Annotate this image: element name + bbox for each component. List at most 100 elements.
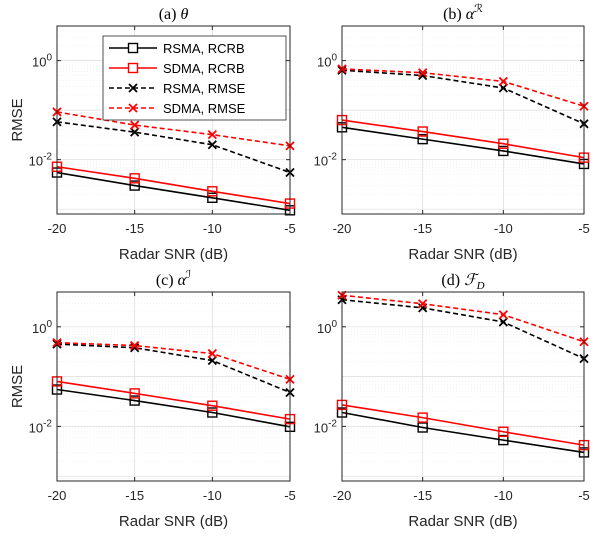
data-point bbox=[207, 186, 218, 197]
data-point bbox=[418, 299, 428, 309]
legend-marker bbox=[127, 42, 139, 54]
chart-panel-4: -20 -15 -10 -5 100 10-2 Radar SNR (dB) (d) ℱD bbox=[314, 272, 590, 530]
chart-title: (d) ℱD bbox=[441, 272, 484, 292]
x-tick-label: -10 bbox=[203, 221, 222, 236]
y-tick-label: 100 bbox=[32, 319, 52, 336]
series-line bbox=[341, 119, 585, 159]
x-tick-label: -5 bbox=[284, 488, 296, 503]
y-tick-label: 100 bbox=[317, 53, 337, 70]
chart-title: (b) αℛ bbox=[443, 3, 483, 23]
legend-label: SDMA, RMSE bbox=[163, 101, 246, 116]
legend-marker bbox=[128, 103, 138, 113]
x-tick-label: -5 bbox=[578, 488, 590, 503]
legend-label: RSMA, RMSE bbox=[163, 81, 246, 96]
data-point bbox=[207, 348, 217, 359]
x-tick-label: -5 bbox=[578, 221, 590, 236]
legend-marker bbox=[128, 83, 138, 93]
axes-frame bbox=[341, 291, 585, 482]
legend-entry: RSMA, RCRB bbox=[109, 41, 245, 56]
x-tick-label: -10 bbox=[494, 488, 513, 503]
x-tick-label: -15 bbox=[413, 488, 432, 503]
x-tick-label: -20 bbox=[48, 221, 67, 236]
series-line bbox=[56, 111, 291, 147]
series-4 bbox=[337, 64, 589, 111]
x-tick-label: -15 bbox=[125, 488, 144, 503]
data-point bbox=[129, 395, 140, 406]
series-line bbox=[56, 341, 291, 381]
plot-area bbox=[342, 292, 584, 481]
data-point bbox=[498, 138, 509, 149]
data-point bbox=[130, 340, 140, 351]
series-line bbox=[341, 69, 585, 125]
series-line bbox=[56, 165, 291, 205]
data-point bbox=[207, 130, 217, 140]
data-point bbox=[418, 68, 428, 78]
legend-marker bbox=[127, 62, 139, 74]
data-point bbox=[207, 355, 217, 366]
data-point bbox=[498, 310, 508, 320]
data-point bbox=[498, 76, 508, 87]
x-tick-label: -10 bbox=[494, 221, 513, 236]
series-line bbox=[341, 298, 585, 360]
data-point bbox=[417, 133, 428, 145]
data-point bbox=[498, 145, 509, 157]
chart-panel-1: -20 -15 -10 -5 100 10-2 Radar SNR (dB) RMSE (a) … bbox=[9, 6, 296, 263]
legend-entry: RSMA, RMSE bbox=[109, 81, 246, 96]
series-line bbox=[341, 68, 585, 107]
chart-panel-2: -20 -15 -10 -5 100 10-2 Radar SNR (dB) (b) αℛ bbox=[314, 3, 590, 263]
plot-area bbox=[342, 26, 584, 214]
data-point bbox=[498, 426, 509, 437]
chart-panel-3: -20 -15 -10 -5 100 10-2 Radar SNR (dB) RMSE (c) … bbox=[9, 269, 296, 530]
legend-label: RSMA, RCRB bbox=[163, 41, 245, 56]
data-point bbox=[207, 192, 218, 203]
plot-area bbox=[57, 292, 290, 481]
data-point bbox=[130, 120, 140, 130]
chart-title: (c) αℐ bbox=[156, 269, 191, 289]
data-point bbox=[130, 127, 140, 137]
x-axis-label: Radar SNR (dB) bbox=[408, 246, 517, 263]
data-point bbox=[129, 388, 140, 399]
y-tick-label: 10-2 bbox=[314, 152, 338, 169]
axes-frame bbox=[56, 291, 291, 482]
data-point bbox=[417, 126, 428, 137]
x-tick-label: -20 bbox=[48, 488, 67, 503]
series-line bbox=[56, 388, 291, 428]
series-line bbox=[341, 294, 585, 343]
x-tick-label: -20 bbox=[333, 488, 352, 503]
y-tick-label: 100 bbox=[317, 319, 337, 336]
y-axis-label: RMSE bbox=[9, 365, 26, 408]
data-point bbox=[129, 180, 140, 191]
series-line bbox=[341, 404, 585, 446]
chart-title: (a) θ bbox=[159, 6, 189, 23]
data-point bbox=[207, 400, 218, 411]
y-tick-label: 100 bbox=[32, 53, 52, 70]
series-line bbox=[341, 126, 585, 165]
data-point bbox=[129, 173, 140, 184]
legend: RSMA, RCRB SDMA, RCRB RSMA, RMSE SDMA, RMSE bbox=[102, 35, 287, 121]
x-tick-label: -5 bbox=[284, 221, 296, 236]
y-axis-label: RMSE bbox=[9, 98, 26, 141]
x-tick-label: -15 bbox=[413, 221, 432, 236]
x-tick-label: -15 bbox=[125, 221, 144, 236]
y-tick-label: 10-2 bbox=[314, 418, 338, 435]
data-point bbox=[417, 422, 428, 433]
axes-frame bbox=[341, 25, 585, 215]
axes-frame bbox=[56, 25, 291, 215]
x-tick-label: -10 bbox=[203, 488, 222, 503]
series-2 bbox=[51, 376, 296, 425]
series-line bbox=[56, 380, 291, 420]
y-tick-label: 10-2 bbox=[29, 152, 53, 169]
legend-label: SDMA, RCRB bbox=[163, 61, 245, 76]
y-tick-label: 10-2 bbox=[29, 418, 53, 435]
x-axis-label: Radar SNR (dB) bbox=[119, 513, 228, 530]
series-line bbox=[56, 171, 291, 212]
data-point bbox=[498, 317, 508, 327]
x-axis-label: Radar SNR (dB) bbox=[119, 246, 228, 263]
series-line bbox=[341, 411, 585, 454]
x-axis-label: Radar SNR (dB) bbox=[408, 513, 517, 530]
data-point bbox=[207, 407, 218, 418]
x-tick-label: -20 bbox=[333, 221, 352, 236]
legend-entry: SDMA, RCRB bbox=[109, 61, 245, 76]
legend-entry: SDMA, RMSE bbox=[109, 101, 246, 116]
